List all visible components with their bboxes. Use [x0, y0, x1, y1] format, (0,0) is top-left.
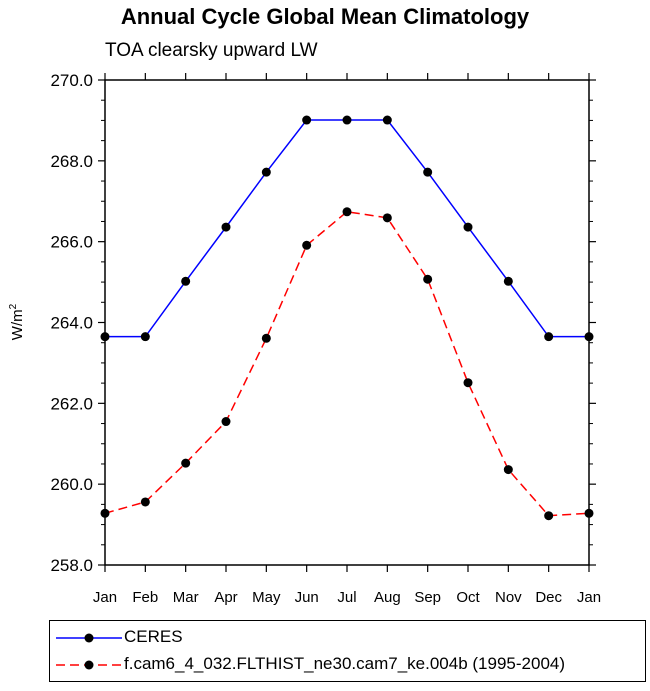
series-0-point	[221, 222, 231, 232]
series-0-point	[584, 332, 594, 342]
chart-subtitle: TOA clearsky upward LW	[105, 40, 318, 61]
series-1-point	[100, 508, 110, 518]
line-chart: 258.0 260.0 262.0 264.0 266.0 268.0 270.0 Jan F…	[8, 71, 601, 606]
x-tick-label: Nov	[495, 589, 522, 606]
y-tick-label: 264.0	[50, 314, 93, 333]
y-tick-label: 270.0	[50, 71, 93, 90]
series-1-point	[584, 508, 594, 518]
series-1-point	[544, 511, 554, 521]
x-tick-label: Feb	[132, 589, 158, 606]
x-tick-label: Jan	[93, 589, 117, 606]
series-1-point	[221, 417, 231, 427]
y-tick-label: 262.0	[50, 394, 93, 413]
x-tick-label: Sep	[414, 589, 441, 606]
series-1-point	[463, 378, 473, 388]
y-axis: 258.0 260.0 262.0 264.0 266.0 268.0 270.0	[50, 71, 596, 575]
series-0-point	[181, 276, 191, 286]
x-tick-label: Mar	[173, 589, 199, 606]
x-tick-label: Dec	[535, 589, 562, 606]
series-1-point	[302, 240, 312, 250]
legend-swatch-ceres	[56, 633, 122, 643]
x-tick-label: Apr	[214, 589, 237, 606]
x-tick-label: Jul	[337, 589, 356, 606]
series-1-point	[382, 213, 392, 223]
y-tick-label: 258.0	[50, 556, 93, 575]
y-tick-label: 266.0	[50, 233, 93, 252]
series-0-point	[503, 276, 513, 286]
legend-label-model: f.cam6_4_032.FLTHIST_ne30.cam7_ke.004b (…	[124, 654, 566, 673]
series-layer	[100, 115, 594, 521]
series-0-point	[302, 115, 312, 125]
series-1-point	[342, 207, 352, 217]
series-1-point	[423, 274, 433, 284]
series-0-point	[342, 115, 352, 125]
series-0-point	[463, 222, 473, 232]
series-0-point	[100, 332, 110, 342]
legend-item-ceres: CERES	[50, 625, 640, 651]
series-0-point	[423, 167, 433, 177]
legend-swatch-model	[56, 660, 122, 670]
legend: CERES f.cam6_4_032.FLTHIST_ne30.cam7_ke.…	[49, 620, 646, 682]
series-0-point	[261, 167, 271, 177]
series-1-point	[181, 458, 191, 468]
y-axis-label: W/m2	[8, 303, 26, 340]
series-1-point	[261, 333, 271, 343]
chart-title: Annual Cycle Global Mean Climatology	[120, 4, 530, 29]
y-axis-label-base: W/m	[9, 309, 26, 340]
series-line-0	[105, 119, 589, 338]
series-0-point	[140, 332, 150, 342]
x-tick-label: Jan	[577, 589, 601, 606]
y-axis-label-superscript: 2	[8, 303, 19, 309]
legend-item-model: f.cam6_4_032.FLTHIST_ne30.cam7_ke.004b (…	[50, 652, 640, 678]
series-0-point	[382, 115, 392, 125]
legend-label-ceres: CERES	[124, 627, 183, 646]
series-line-1	[104, 210, 590, 517]
plot-frame	[104, 79, 590, 566]
series-0-point	[544, 332, 554, 342]
y-tick-label: 268.0	[50, 152, 93, 171]
x-tick-label: May	[252, 589, 281, 606]
series-1-point	[503, 465, 513, 475]
x-tick-label: Jun	[295, 589, 319, 606]
x-tick-label: Oct	[456, 589, 480, 606]
x-axis: Jan Feb Mar Apr May Jun Jul Aug Sep Oct Nov Dec Jan	[93, 73, 601, 606]
y-tick-label: 260.0	[50, 475, 93, 494]
x-tick-label: Aug	[374, 589, 401, 606]
series-1-point	[140, 497, 150, 507]
